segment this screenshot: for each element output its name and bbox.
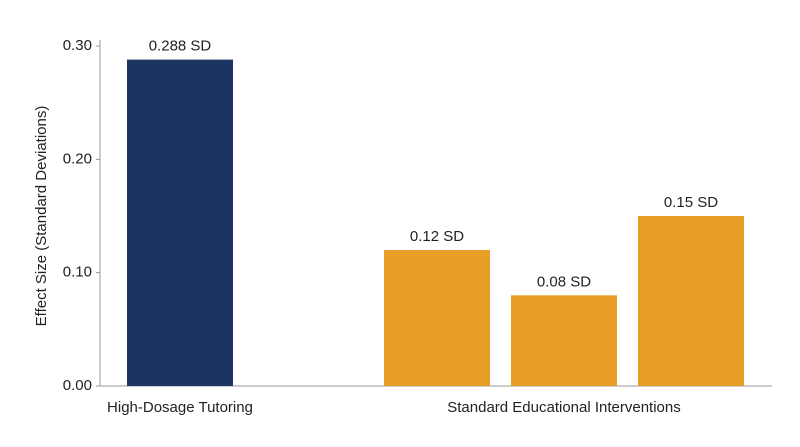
y-axis-title: Effect Size (Standard Deviations): [33, 106, 50, 327]
x-tick-label: High-Dosage Tutoring: [107, 399, 253, 416]
x-tick-label: Standard Educational Interventions: [447, 399, 681, 416]
bar: [511, 295, 617, 386]
value-label: 0.15 SD: [664, 194, 718, 211]
bar: [384, 250, 490, 386]
y-tick-label: 0.10: [63, 264, 92, 281]
value-label: 0.288 SD: [149, 38, 212, 55]
bar: [127, 59, 233, 386]
y-tick-label: 0.00: [63, 377, 92, 394]
value-label: 0.12 SD: [410, 228, 464, 245]
y-tick-label: 0.20: [63, 150, 92, 167]
y-tick-label: 0.30: [63, 37, 92, 54]
bar: [638, 216, 744, 386]
value-label: 0.08 SD: [537, 273, 591, 290]
